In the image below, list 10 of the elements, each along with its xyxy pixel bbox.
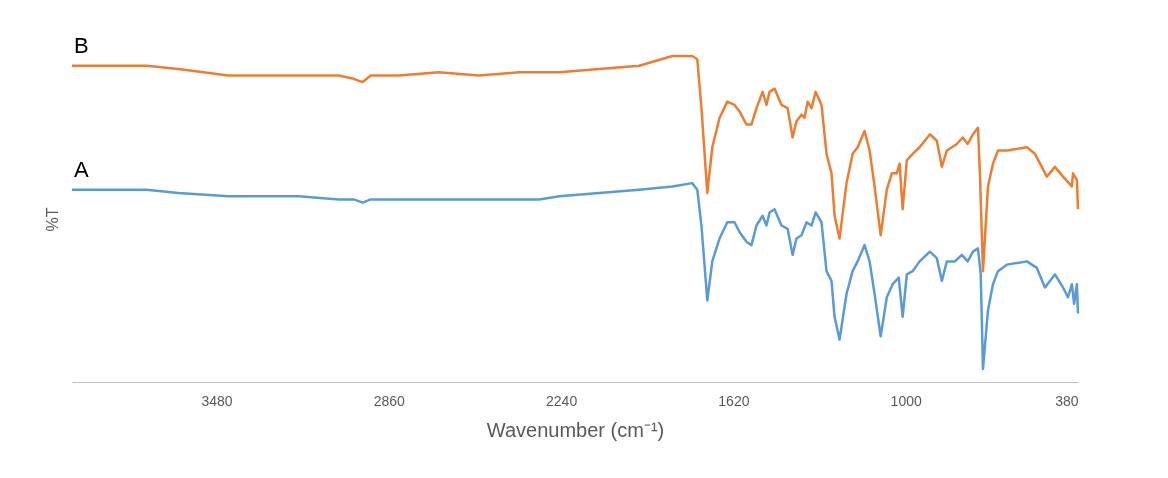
x-axis-title: Wavenumber (cm⁻¹) (486, 418, 665, 441)
x-tick-label: 1620 (718, 392, 750, 409)
x-tick-label: 1000 (890, 392, 922, 409)
x-tick-label: 3480 (201, 392, 233, 409)
x-tick-label: 2240 (546, 392, 578, 409)
y-axis-title: %T (43, 207, 61, 232)
series-label: A (74, 156, 89, 182)
x-tick-label: 2860 (373, 392, 406, 409)
series-label: B (74, 32, 89, 58)
x-tick-label: 380 (1055, 392, 1079, 409)
